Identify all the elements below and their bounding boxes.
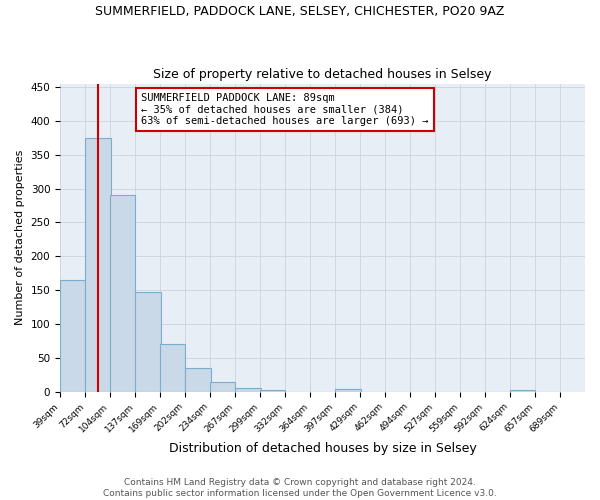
Bar — [160, 344, 185, 392]
Text: SUMMERFIELD PADDOCK LANE: 89sqm
← 35% of detached houses are smaller (384)
63% o: SUMMERFIELD PADDOCK LANE: 89sqm ← 35% of… — [142, 93, 429, 126]
Title: Size of property relative to detached houses in Selsey: Size of property relative to detached ho… — [153, 68, 492, 81]
Bar — [335, 389, 361, 392]
Y-axis label: Number of detached properties: Number of detached properties — [15, 150, 25, 326]
Text: Contains HM Land Registry data © Crown copyright and database right 2024.
Contai: Contains HM Land Registry data © Crown c… — [103, 478, 497, 498]
X-axis label: Distribution of detached houses by size in Selsey: Distribution of detached houses by size … — [169, 442, 476, 455]
Bar — [85, 138, 111, 392]
Bar — [136, 292, 161, 392]
Text: SUMMERFIELD, PADDOCK LANE, SELSEY, CHICHESTER, PO20 9AZ: SUMMERFIELD, PADDOCK LANE, SELSEY, CHICH… — [95, 5, 505, 18]
Bar — [110, 196, 136, 392]
Bar — [509, 390, 535, 392]
Bar — [235, 388, 260, 392]
Bar — [260, 390, 285, 392]
Bar — [185, 368, 211, 392]
Bar — [210, 382, 235, 392]
Bar — [60, 280, 85, 392]
